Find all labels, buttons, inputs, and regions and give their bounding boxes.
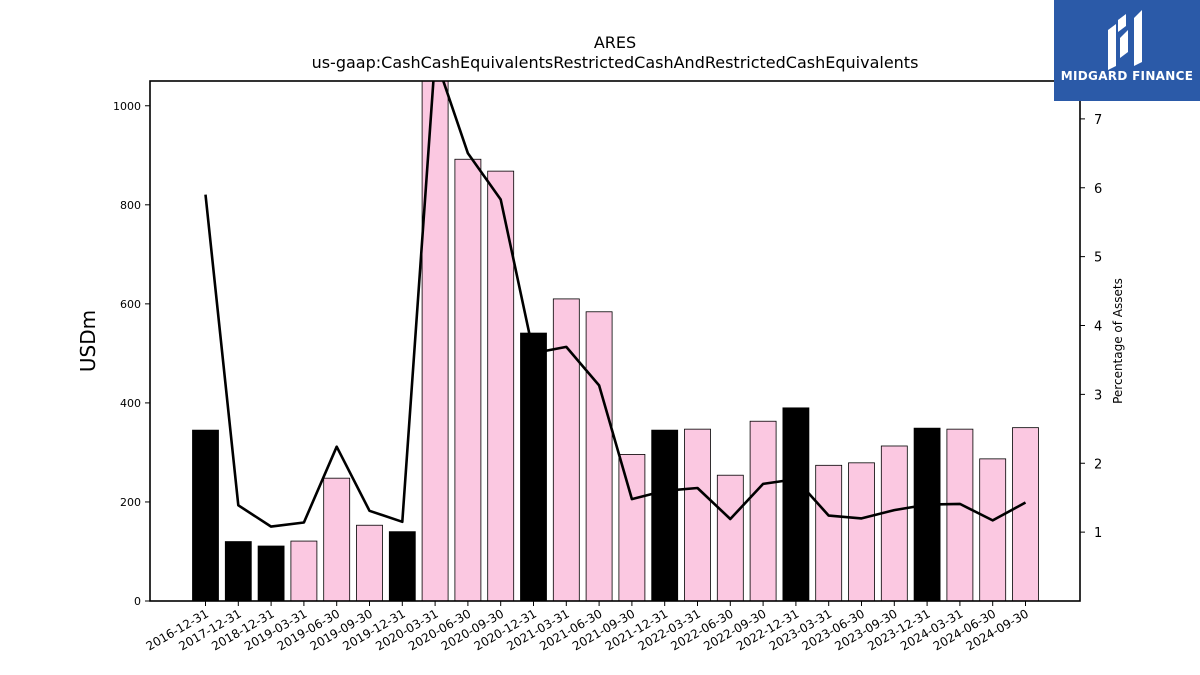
bar <box>224 541 252 601</box>
bar <box>290 540 318 601</box>
bar <box>979 458 1007 601</box>
bar <box>716 474 744 601</box>
bar <box>585 311 613 601</box>
bar <box>946 428 974 601</box>
chart-title: ARES <box>594 33 636 52</box>
bars-layer <box>192 81 1039 601</box>
bar <box>913 427 941 601</box>
y2-tick-label: 1 <box>1094 526 1102 541</box>
logo-mark-icon <box>1108 10 1142 70</box>
brand-logo: MIDGARD FINANCE <box>1054 0 1200 101</box>
bar <box>323 477 351 601</box>
y-tick-label: 0 <box>134 595 141 608</box>
y2-tick-label: 4 <box>1094 320 1102 335</box>
y2-tick-label: 2 <box>1094 457 1102 472</box>
series-line <box>204 81 1027 528</box>
y-tick-label: 600 <box>120 298 141 311</box>
y-tick-label: 1000 <box>113 100 141 113</box>
y2-axis-label: Percentage of Assets <box>1111 278 1125 404</box>
y2-tick-label: 3 <box>1094 388 1102 403</box>
bar <box>356 524 383 601</box>
bar <box>1012 427 1039 601</box>
bar <box>618 454 646 601</box>
bar <box>388 531 416 601</box>
bar <box>454 158 482 601</box>
bar <box>848 462 875 601</box>
chart-subtitle: us-gaap:CashCashEquivalentsRestrictedCas… <box>312 53 919 72</box>
bar <box>815 464 843 601</box>
y-tick-label: 800 <box>120 199 141 212</box>
y2-tick-label: 6 <box>1094 182 1102 197</box>
line-layer <box>204 81 1027 528</box>
bar <box>520 332 547 601</box>
bar <box>880 445 908 601</box>
logo-text: MIDGARD FINANCE <box>1060 69 1194 83</box>
bar <box>421 81 449 601</box>
bar <box>749 420 777 601</box>
bar <box>257 545 285 601</box>
bar <box>552 298 580 601</box>
y2-tick-label: 7 <box>1094 113 1102 128</box>
bar <box>782 407 810 601</box>
plot-frame <box>149 80 1081 602</box>
y-tick-label: 400 <box>120 397 141 410</box>
y2-tick-label: 5 <box>1094 251 1102 266</box>
bar <box>487 170 515 601</box>
y-axis-label: USDm <box>76 310 100 372</box>
y-tick-label: 200 <box>120 496 141 509</box>
bar <box>684 428 711 601</box>
bar <box>651 429 679 601</box>
bar <box>192 429 219 601</box>
